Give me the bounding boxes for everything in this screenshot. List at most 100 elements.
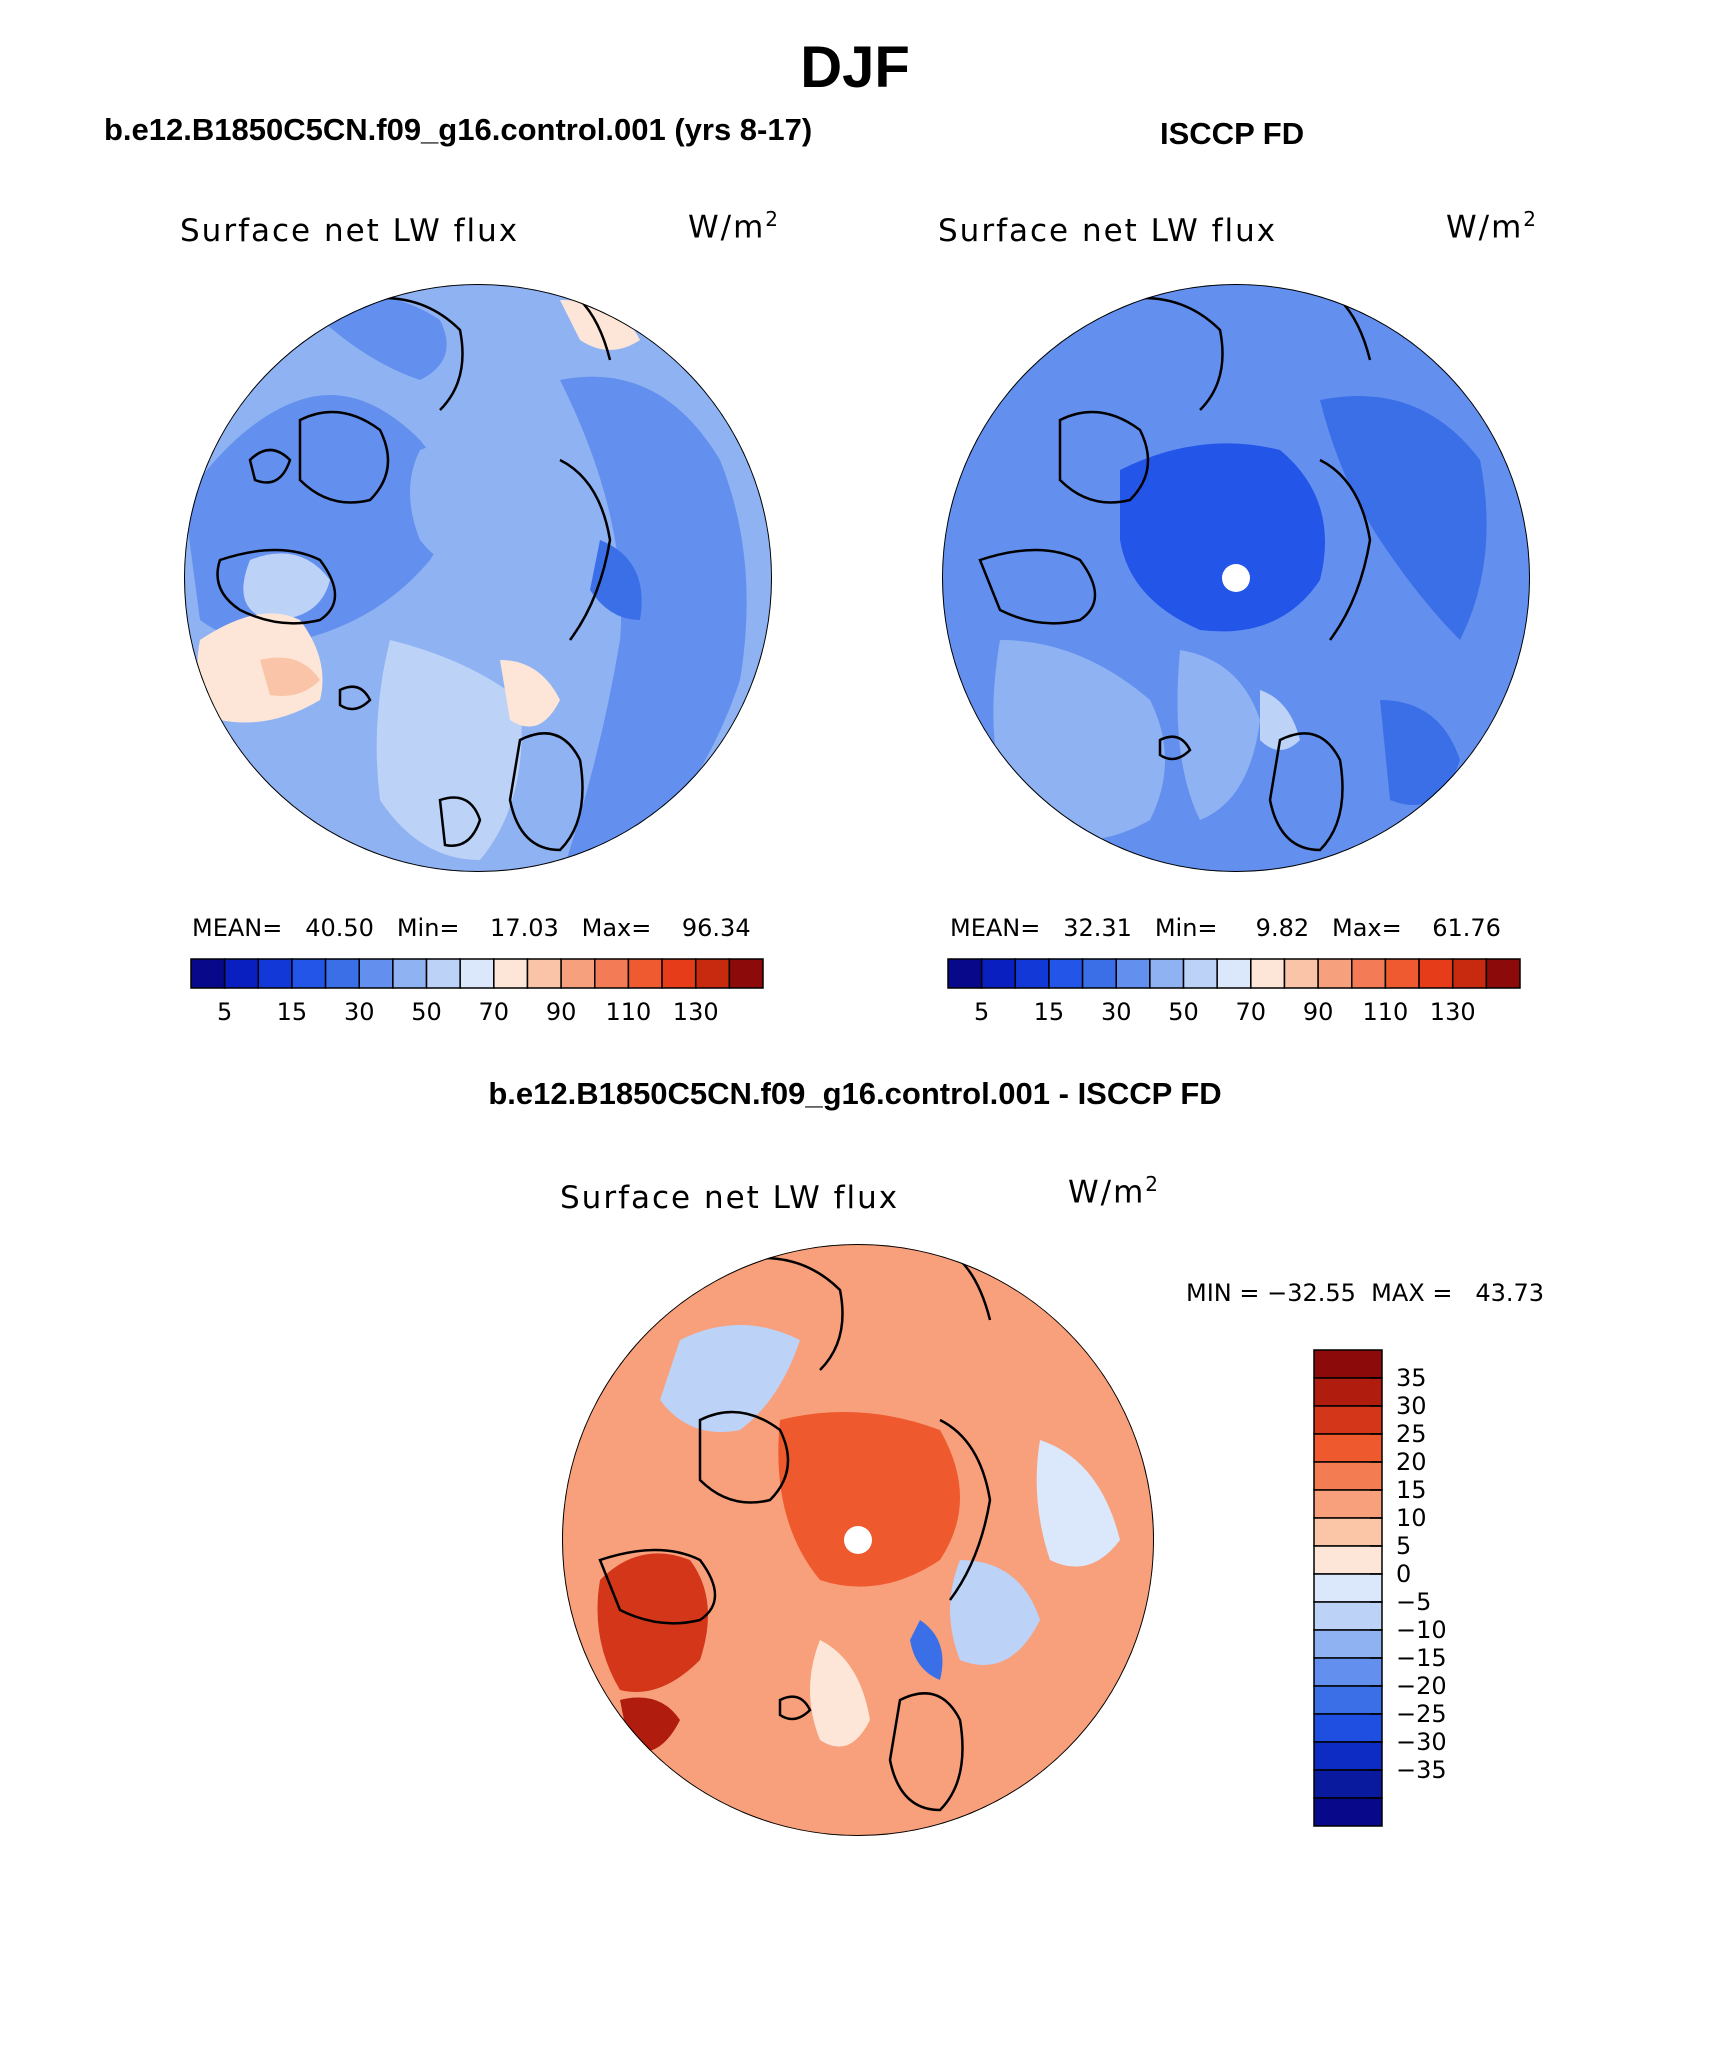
model-colorbar xyxy=(190,958,764,989)
model-colorbar-swatch xyxy=(392,958,428,989)
obs-units-label: W/m2 xyxy=(1446,207,1539,246)
difference-colorbar xyxy=(1313,1349,1383,1827)
difference-colorbar-swatch xyxy=(1313,1461,1383,1491)
model-colorbar-swatch xyxy=(425,958,461,989)
diff-variable-label: Surface net LW flux xyxy=(560,1180,900,1216)
model-colorbar-swatch xyxy=(257,958,293,989)
difference-colorbar-tick-label: −30 xyxy=(1396,1728,1447,1756)
model-case-title: b.e12.B1850C5CN.f09_g16.control.001 (yrs… xyxy=(104,112,813,147)
difference-colorbar-swatch xyxy=(1313,1405,1383,1435)
model-colorbar-swatch xyxy=(627,958,663,989)
difference-colorbar-tick-label: 10 xyxy=(1396,1504,1427,1532)
obs-variable-label: Surface net LW flux xyxy=(938,213,1278,249)
difference-colorbar-tick-label: 30 xyxy=(1396,1392,1427,1420)
obs-colorbar-swatch xyxy=(1485,958,1521,989)
model-colorbar-swatch xyxy=(661,958,697,989)
difference-colorbar-swatch xyxy=(1313,1433,1383,1463)
obs-colorbar-swatch xyxy=(1451,958,1488,989)
obs-colorbar-swatch xyxy=(1250,958,1286,989)
difference-colorbar-tick-label: −35 xyxy=(1396,1756,1447,1784)
model-colorbar-swatch xyxy=(223,958,260,989)
model-colorbar-swatch xyxy=(190,958,226,989)
obs-colorbar-swatch xyxy=(980,958,1017,989)
difference-colorbar-swatch xyxy=(1313,1545,1383,1575)
model-stats: MEAN= 40.50 Min= 17.03 Max= 96.34 xyxy=(192,914,751,942)
difference-colorbar-tick-label: −5 xyxy=(1396,1588,1432,1616)
difference-colorbar-swatch xyxy=(1313,1573,1383,1603)
model-colorbar-swatch xyxy=(493,958,529,989)
model-colorbar-tick-label: 130 xyxy=(672,998,719,1026)
difference-colorbar-swatch xyxy=(1313,1377,1383,1407)
model-colorbar-tick-label: 70 xyxy=(478,998,510,1026)
obs-colorbar-tick-label: 15 xyxy=(1033,998,1065,1026)
difference-colorbar-swatch xyxy=(1313,1517,1383,1547)
model-colorbar-swatch xyxy=(694,958,731,989)
obs-colorbar-tick-label: 90 xyxy=(1302,998,1334,1026)
obs-colorbar-tick-label: 70 xyxy=(1235,998,1267,1026)
obs-colorbar-swatch xyxy=(1048,958,1084,989)
difference-colorbar-tick-label: −25 xyxy=(1396,1700,1447,1728)
obs-colorbar-swatch xyxy=(947,958,983,989)
difference-title: b.e12.B1850C5CN.f09_g16.control.001 - IS… xyxy=(488,1076,1222,1111)
model-colorbar-swatch xyxy=(459,958,495,989)
obs-colorbar-swatch xyxy=(1014,958,1050,989)
model-polar-map xyxy=(184,284,772,872)
difference-colorbar-swatch xyxy=(1313,1713,1383,1743)
obs-colorbar-swatch xyxy=(1317,958,1353,989)
difference-colorbar-tick-label: 25 xyxy=(1396,1420,1427,1448)
model-colorbar-tick-label: 5 xyxy=(217,998,233,1026)
obs-colorbar-swatch xyxy=(1115,958,1151,989)
obs-dataset-title: ISCCP FD xyxy=(1160,116,1305,151)
difference-colorbar-swatch xyxy=(1313,1349,1383,1379)
difference-colorbar-swatch xyxy=(1313,1601,1383,1631)
model-colorbar-swatch xyxy=(560,958,596,989)
difference-colorbar-swatch xyxy=(1313,1797,1383,1827)
obs-colorbar-tick-label: 30 xyxy=(1100,998,1132,1026)
difference-colorbar-tick-label: −10 xyxy=(1396,1616,1447,1644)
model-colorbar-tick-label: 90 xyxy=(545,998,577,1026)
model-colorbar-swatch xyxy=(358,958,394,989)
obs-colorbar-swatch xyxy=(1384,958,1420,989)
diff-units-label: W/m2 xyxy=(1068,1172,1161,1211)
obs-colorbar-swatch xyxy=(1351,958,1387,989)
difference-colorbar-tick-label: 15 xyxy=(1396,1476,1427,1504)
obs-polar-map xyxy=(942,284,1530,872)
obs-colorbar xyxy=(947,958,1521,989)
difference-polar-map xyxy=(562,1244,1154,1836)
model-colorbar-tick-label: 30 xyxy=(343,998,375,1026)
difference-colorbar-tick-label: 20 xyxy=(1396,1448,1427,1476)
model-colorbar-swatch xyxy=(291,958,327,989)
difference-colorbar-swatch xyxy=(1313,1741,1383,1771)
obs-colorbar-tick-label: 110 xyxy=(1362,998,1409,1026)
difference-colorbar-tick-label: −20 xyxy=(1396,1672,1447,1700)
obs-colorbar-tick-label: 50 xyxy=(1168,998,1199,1026)
difference-colorbar-swatch xyxy=(1313,1769,1383,1799)
model-units-label: W/m2 xyxy=(688,207,781,246)
difference-colorbar-tick-label: 0 xyxy=(1396,1560,1412,1588)
model-colorbar-swatch xyxy=(526,958,562,989)
obs-colorbar-swatch xyxy=(1182,958,1218,989)
obs-colorbar-tick-label: 5 xyxy=(974,998,990,1026)
obs-colorbar-swatch xyxy=(1149,958,1185,989)
difference-colorbar-swatch xyxy=(1313,1657,1383,1687)
model-colorbar-tick-label: 15 xyxy=(276,998,308,1026)
model-variable-label: Surface net LW flux xyxy=(180,213,520,249)
obs-colorbar-swatch xyxy=(1081,958,1117,989)
obs-colorbar-swatch xyxy=(1283,958,1319,989)
difference-colorbar-tick-label: 5 xyxy=(1396,1532,1412,1560)
difference-colorbar-swatch xyxy=(1313,1685,1383,1715)
difference-colorbar-swatch xyxy=(1313,1629,1383,1659)
model-colorbar-swatch xyxy=(728,958,764,989)
obs-colorbar-swatch xyxy=(1216,958,1252,989)
model-colorbar-swatch xyxy=(594,958,630,989)
difference-colorbar-swatch xyxy=(1313,1489,1383,1519)
model-colorbar-tick-label: 50 xyxy=(411,998,442,1026)
difference-colorbar-tick-label: −15 xyxy=(1396,1644,1447,1672)
obs-colorbar-swatch xyxy=(1418,958,1454,989)
obs-stats: MEAN= 32.31 Min= 9.82 Max= 61.76 xyxy=(950,914,1501,942)
diff-stats: MIN = −32.55 MAX = 43.73 xyxy=(1186,1279,1545,1307)
obs-colorbar-tick-label: 130 xyxy=(1429,998,1476,1026)
model-colorbar-tick-label: 110 xyxy=(605,998,652,1026)
model-colorbar-swatch xyxy=(324,958,360,989)
